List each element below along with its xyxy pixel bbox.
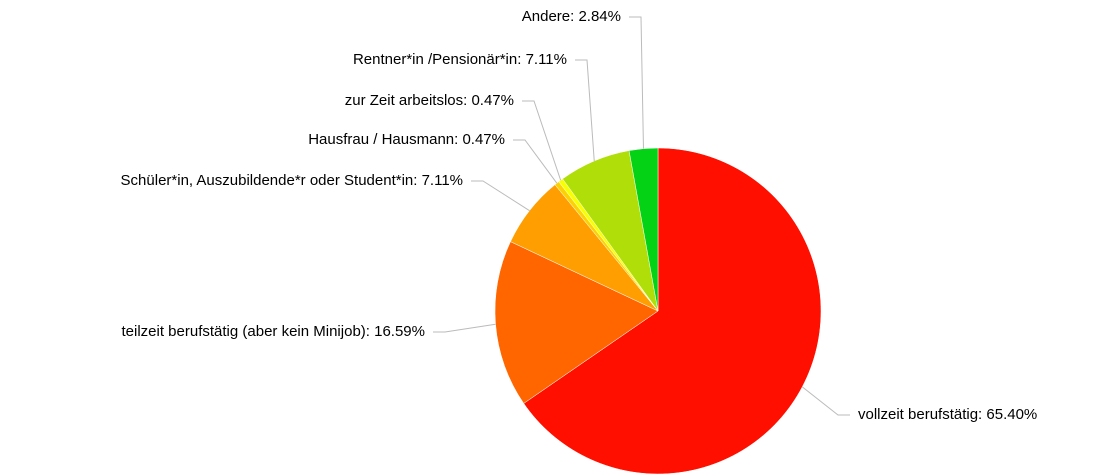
data-label: Rentner*in /Pensionär*in: 7.11% — [353, 51, 567, 68]
data-label: Andere: 2.84% — [522, 8, 621, 25]
data-label: zur Zeit arbeitslos: 0.47% — [345, 92, 514, 109]
leader-line — [522, 100, 562, 181]
pie-slice — [523, 147, 822, 475]
data-label: vollzeit berufstätig: 65.40% — [858, 406, 1037, 423]
leader-line — [801, 386, 850, 416]
leader-line — [471, 180, 530, 212]
data-label: teilzeit berufstätig (aber kein Minijob)… — [122, 323, 426, 340]
leader-line — [513, 139, 558, 184]
data-label: Schüler*in, Auszubildende*r oder Student… — [121, 172, 463, 189]
data-label: Hausfrau / Hausmann: 0.47% — [308, 131, 505, 148]
leader-line — [433, 323, 496, 333]
pie-slice — [628, 147, 659, 312]
leader-line — [629, 16, 644, 149]
leader-line — [575, 59, 595, 162]
